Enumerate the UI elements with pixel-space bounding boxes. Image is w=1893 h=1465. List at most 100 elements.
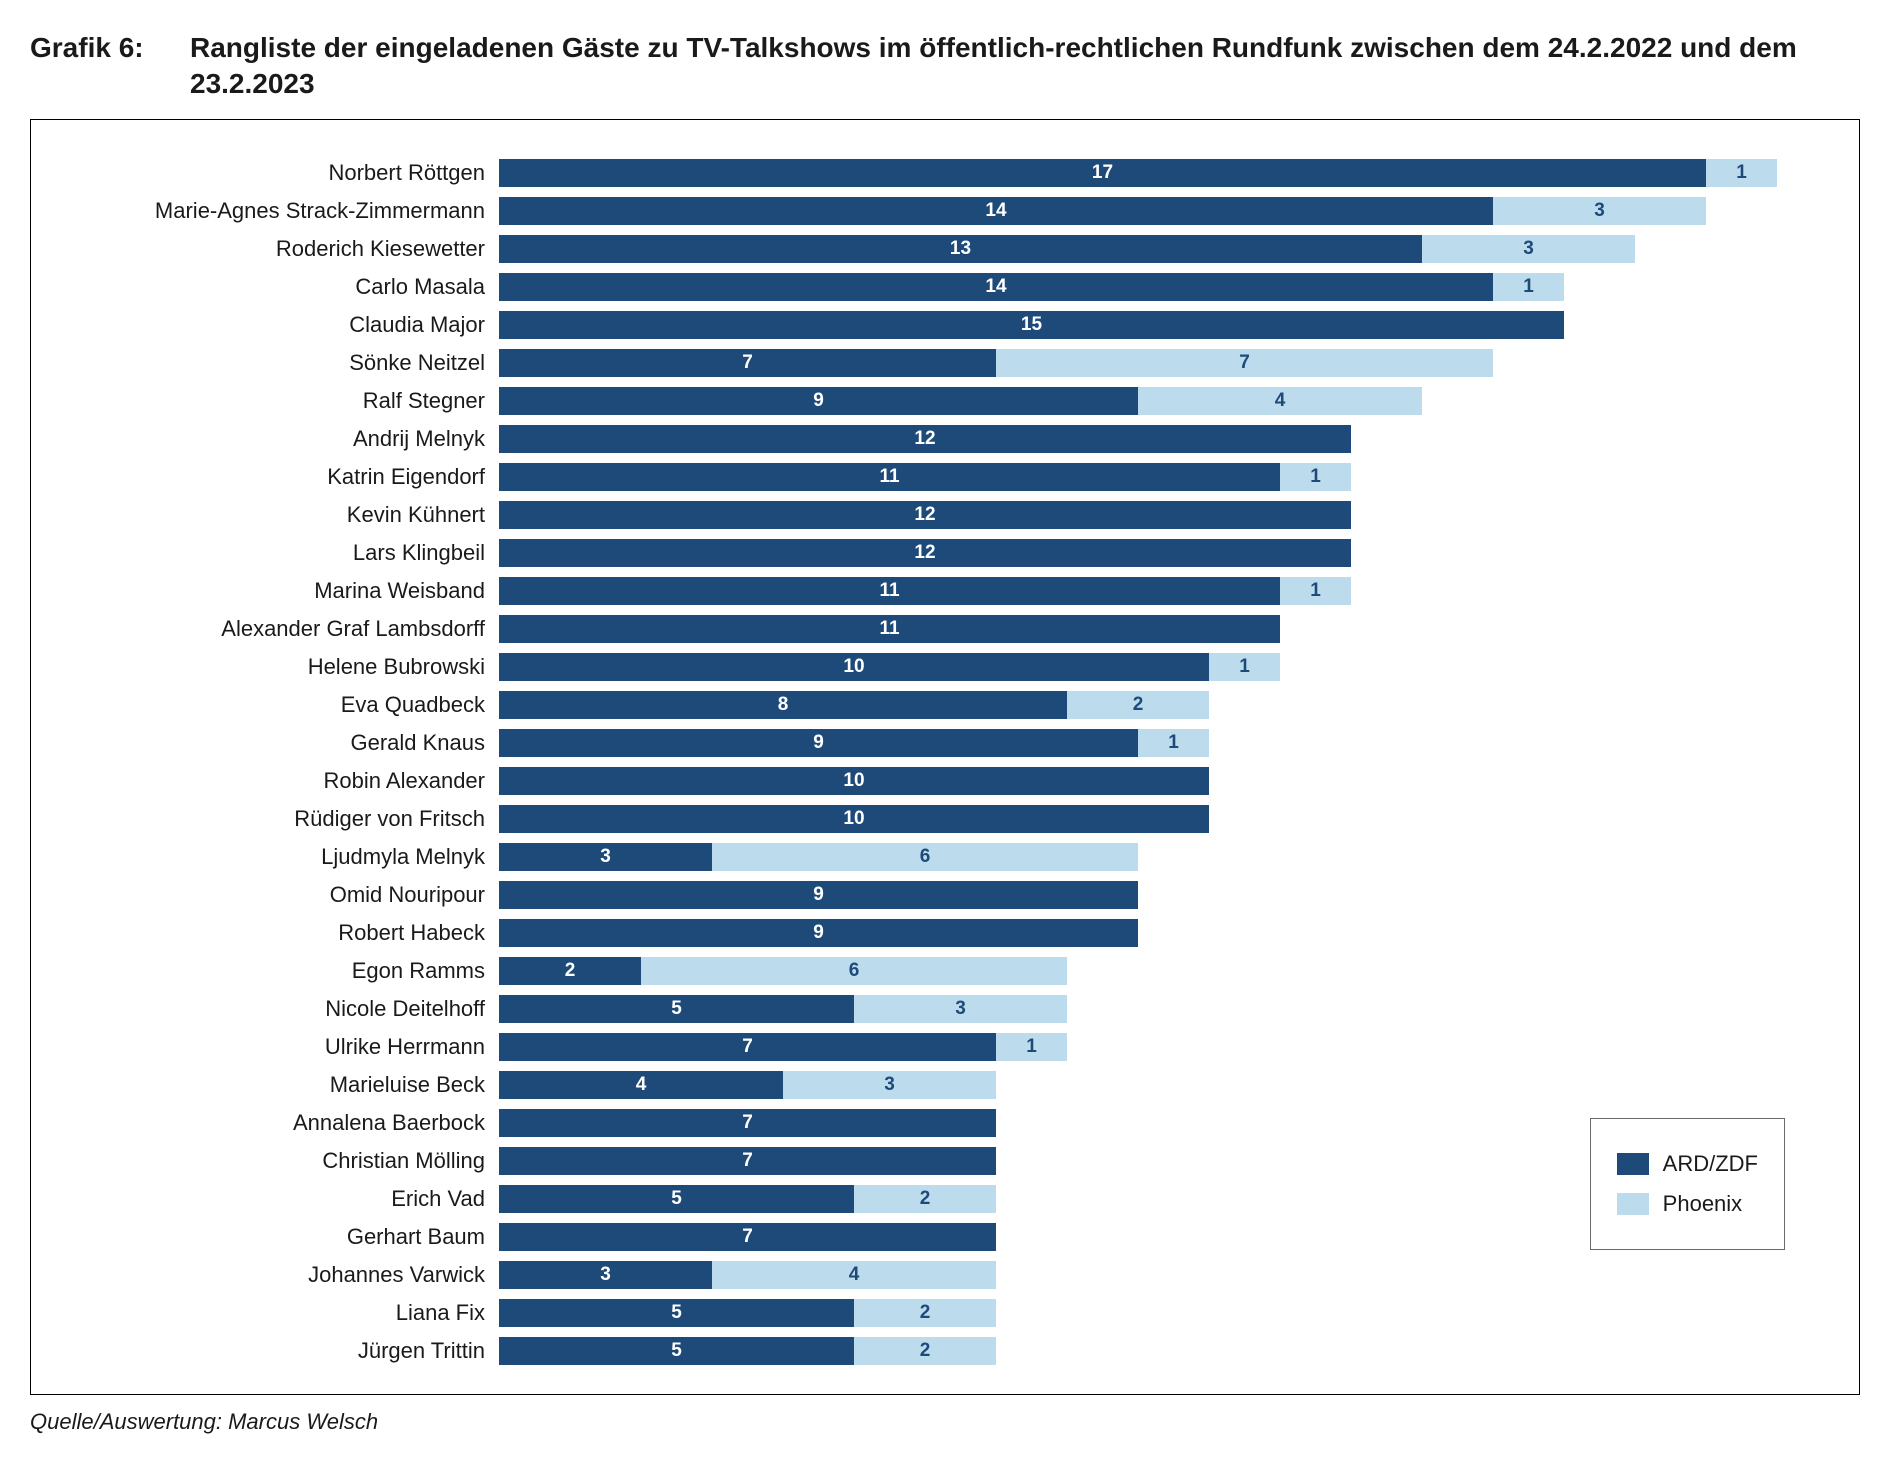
y-axis-label: Robin Alexander [65, 768, 499, 794]
y-axis-label: Kevin Kühnert [65, 502, 499, 528]
bar-track: 26 [499, 957, 1825, 985]
bar-track: 43 [499, 1071, 1825, 1099]
bar-segment-ard_zdf: 5 [499, 1299, 854, 1327]
chart-row: Ljudmyla Melnyk36 [65, 838, 1825, 876]
bar-segment-ard_zdf: 14 [499, 273, 1493, 301]
bar-track: 82 [499, 691, 1825, 719]
bar-track: 77 [499, 349, 1825, 377]
legend-swatch [1617, 1193, 1649, 1215]
bar-segment-phoenix: 1 [1138, 729, 1209, 757]
bar-segment-ard_zdf: 7 [499, 1147, 996, 1175]
bar-segment-phoenix: 1 [996, 1033, 1067, 1061]
chart-row: Robert Habeck9 [65, 914, 1825, 952]
bar-segment-phoenix: 1 [1209, 653, 1280, 681]
bar-segment-phoenix: 3 [1422, 235, 1635, 263]
y-axis-label: Johannes Varwick [65, 1262, 499, 1288]
chart-row: Lars Klingbeil12 [65, 534, 1825, 572]
bar-segment-phoenix: 6 [712, 843, 1138, 871]
legend-swatch [1617, 1153, 1649, 1175]
bar-segment-phoenix: 6 [641, 957, 1067, 985]
y-axis-label: Erich Vad [65, 1186, 499, 1212]
bar-track: 10 [499, 805, 1825, 833]
bar-segment-phoenix: 3 [783, 1071, 996, 1099]
chart-row: Marieluise Beck43 [65, 1066, 1825, 1104]
chart-heading-title: Rangliste der eingeladenen Gäste zu TV-T… [190, 30, 1860, 103]
y-axis-label: Egon Ramms [65, 958, 499, 984]
bar-segment-phoenix: 4 [712, 1261, 996, 1289]
bar-track: 71 [499, 1033, 1825, 1061]
y-axis-label: Marina Weisband [65, 578, 499, 604]
y-axis-label: Norbert Röttgen [65, 160, 499, 186]
bar-segment-phoenix: 1 [1493, 273, 1564, 301]
bar-track: 15 [499, 311, 1825, 339]
bar-track: 12 [499, 425, 1825, 453]
chart-row: Katrin Eigendorf111 [65, 458, 1825, 496]
y-axis-label: Marie-Agnes Strack-Zimmermann [65, 198, 499, 224]
chart-row: Alexander Graf Lambsdorff11 [65, 610, 1825, 648]
chart-row: Jürgen Trittin52 [65, 1332, 1825, 1370]
bar-segment-phoenix: 2 [854, 1185, 996, 1213]
chart-row: Erich Vad52 [65, 1180, 1825, 1218]
bar-segment-ard_zdf: 7 [499, 1223, 996, 1251]
bar-track: 9 [499, 881, 1825, 909]
chart-row: Norbert Röttgen171 [65, 154, 1825, 192]
chart-row: Kevin Kühnert12 [65, 496, 1825, 534]
y-axis-label: Liana Fix [65, 1300, 499, 1326]
chart-row: Ulrike Herrmann71 [65, 1028, 1825, 1066]
chart-row: Nicole Deitelhoff53 [65, 990, 1825, 1028]
bar-segment-ard_zdf: 12 [499, 425, 1351, 453]
bar-track: 133 [499, 235, 1825, 263]
chart-row: Marina Weisband111 [65, 572, 1825, 610]
bar-segment-ard_zdf: 10 [499, 805, 1209, 833]
bar-track: 94 [499, 387, 1825, 415]
bar-track: 11 [499, 615, 1825, 643]
chart-row: Christian Mölling7 [65, 1142, 1825, 1180]
bar-track: 12 [499, 501, 1825, 529]
bar-segment-ard_zdf: 10 [499, 653, 1209, 681]
y-axis-label: Christian Mölling [65, 1148, 499, 1174]
y-axis-label: Omid Nouripour [65, 882, 499, 908]
y-axis-label: Ljudmyla Melnyk [65, 844, 499, 870]
bar-segment-ard_zdf: 11 [499, 577, 1280, 605]
y-axis-label: Carlo Masala [65, 274, 499, 300]
chart-heading-prefix: Grafik 6: [30, 30, 190, 103]
bar-segment-ard_zdf: 13 [499, 235, 1422, 263]
bar-track: 111 [499, 577, 1825, 605]
chart-row: Claudia Major15 [65, 306, 1825, 344]
bar-segment-ard_zdf: 9 [499, 881, 1138, 909]
y-axis-label: Gerhart Baum [65, 1224, 499, 1250]
y-axis-label: Annalena Baerbock [65, 1110, 499, 1136]
bar-segment-phoenix: 2 [854, 1337, 996, 1365]
bar-segment-phoenix: 3 [854, 995, 1067, 1023]
y-axis-label: Lars Klingbeil [65, 540, 499, 566]
bar-segment-phoenix: 1 [1280, 463, 1351, 491]
bar-track: 143 [499, 197, 1825, 225]
chart-row: Annalena Baerbock7 [65, 1104, 1825, 1142]
chart-row: Rüdiger von Fritsch10 [65, 800, 1825, 838]
bar-segment-ard_zdf: 7 [499, 1109, 996, 1137]
bar-segment-ard_zdf: 3 [499, 843, 712, 871]
bar-segment-ard_zdf: 15 [499, 311, 1564, 339]
chart-row: Liana Fix52 [65, 1294, 1825, 1332]
y-axis-label: Roderich Kiesewetter [65, 236, 499, 262]
bar-segment-ard_zdf: 2 [499, 957, 641, 985]
bar-segment-ard_zdf: 5 [499, 1337, 854, 1365]
chart-legend: ARD/ZDFPhoenix [1590, 1118, 1785, 1250]
bar-segment-ard_zdf: 5 [499, 1185, 854, 1213]
bar-track: 10 [499, 767, 1825, 795]
bar-segment-ard_zdf: 9 [499, 387, 1138, 415]
legend-label: ARD/ZDF [1663, 1151, 1758, 1177]
chart-row: Robin Alexander10 [65, 762, 1825, 800]
y-axis-label: Helene Bubrowski [65, 654, 499, 680]
bar-segment-ard_zdf: 12 [499, 501, 1351, 529]
y-axis-label: Claudia Major [65, 312, 499, 338]
bar-track: 111 [499, 463, 1825, 491]
bar-segment-ard_zdf: 12 [499, 539, 1351, 567]
bar-segment-ard_zdf: 3 [499, 1261, 712, 1289]
bar-segment-ard_zdf: 7 [499, 349, 996, 377]
bar-track: 52 [499, 1337, 1825, 1365]
chart-row: Egon Ramms26 [65, 952, 1825, 990]
bar-segment-ard_zdf: 9 [499, 729, 1138, 757]
y-axis-label: Marieluise Beck [65, 1072, 499, 1098]
chart-row: Roderich Kiesewetter133 [65, 230, 1825, 268]
